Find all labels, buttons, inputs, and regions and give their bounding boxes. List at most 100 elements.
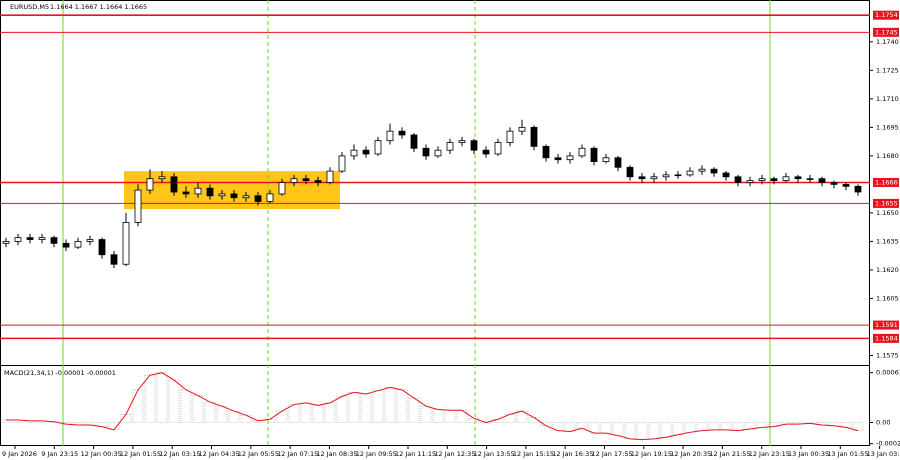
x-tick-label: 12 Jan 23:15	[749, 450, 790, 458]
candle-body	[230, 193, 238, 199]
candle-body	[782, 176, 790, 181]
x-tick-label: 12 Jan 19:15	[631, 450, 672, 458]
candle-body	[326, 170, 334, 183]
candle-body	[482, 149, 490, 155]
candle-body	[722, 172, 730, 178]
candle-body	[98, 239, 106, 256]
macd-bar	[564, 422, 576, 432]
candle-body	[86, 239, 94, 242]
macd-bar	[768, 422, 780, 427]
level-label: 1.1745	[875, 28, 898, 36]
macd-bar	[96, 422, 108, 427]
candle-body	[470, 140, 478, 151]
candle-body	[710, 168, 718, 174]
x-tick-label: 9 Jan 23:15	[41, 450, 78, 458]
symbol: EURUSD,M5	[10, 3, 49, 11]
candle-body	[146, 178, 154, 191]
x-tick-label: 12 Jan 21:55	[709, 450, 750, 458]
candle-body	[566, 155, 574, 161]
candle-body	[410, 134, 418, 149]
plot-frame	[0, 0, 870, 446]
candle-body	[842, 184, 850, 187]
candle-body	[614, 157, 622, 168]
candle-body	[194, 187, 202, 195]
x-tick-label: 13 Jan 01:55	[827, 450, 868, 458]
macd-y-tick-label: 0.00	[876, 419, 890, 427]
candle-body	[50, 237, 58, 244]
y-tick-label: 1.1680	[876, 152, 899, 160]
candle-body	[530, 126, 538, 147]
candle-body	[278, 182, 286, 195]
y-tick-label: 1.1725	[876, 66, 899, 74]
x-tick-label: 13 Jan 00:35	[788, 450, 829, 458]
y-tick-label: 1.1575	[876, 351, 899, 359]
candle-body	[434, 149, 442, 157]
macd-signal-line	[6, 372, 859, 441]
level-label: 1.1666	[875, 179, 898, 187]
y-tick-label: 1.1650	[876, 209, 899, 217]
x-tick-label: 12 Jan 12:35	[434, 450, 475, 458]
macd-bar	[756, 422, 768, 428]
level-label-box	[873, 178, 899, 187]
candle-body	[734, 176, 742, 183]
macd-bar	[600, 422, 612, 434]
candle-body	[374, 140, 382, 155]
macd-y-tick-label: 0.00061	[876, 369, 900, 377]
x-tick-label: 12 Jan 05:55	[238, 450, 279, 458]
level-label-box	[873, 27, 899, 37]
y-tick-label: 1.1635	[876, 237, 899, 245]
candle-body	[362, 149, 370, 155]
candle-body	[686, 170, 694, 176]
candle-body	[422, 147, 430, 157]
candle-body	[314, 180, 322, 183]
candle-body	[158, 176, 166, 180]
candle-body	[542, 145, 550, 159]
candle-body	[494, 142, 502, 155]
macd-bar	[72, 422, 84, 426]
candle-body	[2, 241, 10, 244]
candle-body	[266, 193, 274, 202]
macd-bar	[672, 422, 684, 436]
candle-body	[182, 191, 190, 195]
candle-body	[518, 126, 526, 132]
x-tick-label: 12 Jan 01:55	[120, 450, 161, 458]
x-tick-label: 12 Jan 00:35	[81, 450, 122, 458]
level-label-box	[873, 320, 899, 330]
candle-body	[242, 195, 250, 199]
candle-body	[110, 254, 118, 265]
candle-body	[338, 155, 346, 172]
candle-body	[758, 178, 766, 181]
macd-bar	[84, 422, 96, 426]
x-tick-label: 12 Jan 04:35	[199, 450, 240, 458]
candle-body	[674, 174, 682, 177]
quote: 1.1664 1.1667 1.1664 1.1665	[50, 3, 147, 11]
level-label: 1.1584	[875, 334, 898, 342]
x-tick-label: 12 Jan 11:15	[395, 450, 436, 458]
macd-bar	[816, 422, 828, 426]
candle-body	[134, 189, 142, 223]
x-tick-label: 12 Jan 07:15	[277, 450, 318, 458]
candle-body	[830, 182, 838, 185]
candle-body	[626, 166, 634, 178]
level-label-box	[873, 10, 899, 20]
candle-body	[170, 176, 178, 193]
macd-bar	[696, 422, 708, 431]
candle-body	[770, 178, 778, 181]
y-tick-label: 1.1740	[876, 38, 899, 46]
level-label: 1.1754	[875, 11, 898, 19]
candle-body	[254, 195, 262, 202]
candle-body	[218, 193, 226, 197]
x-tick-label: 12 Jan 13:55	[474, 450, 515, 458]
y-tick-label: 1.1605	[876, 294, 899, 302]
macd-bar	[804, 422, 816, 424]
candle-body	[386, 130, 394, 142]
candle-body	[302, 178, 310, 181]
macd-bar	[840, 422, 852, 428]
candle-body	[74, 241, 82, 248]
x-tick-label: 12 Jan 16:35	[552, 450, 593, 458]
candle-body	[62, 242, 70, 248]
candle-body	[746, 180, 754, 183]
macd-y-tick-label: -0.00026	[876, 440, 900, 448]
